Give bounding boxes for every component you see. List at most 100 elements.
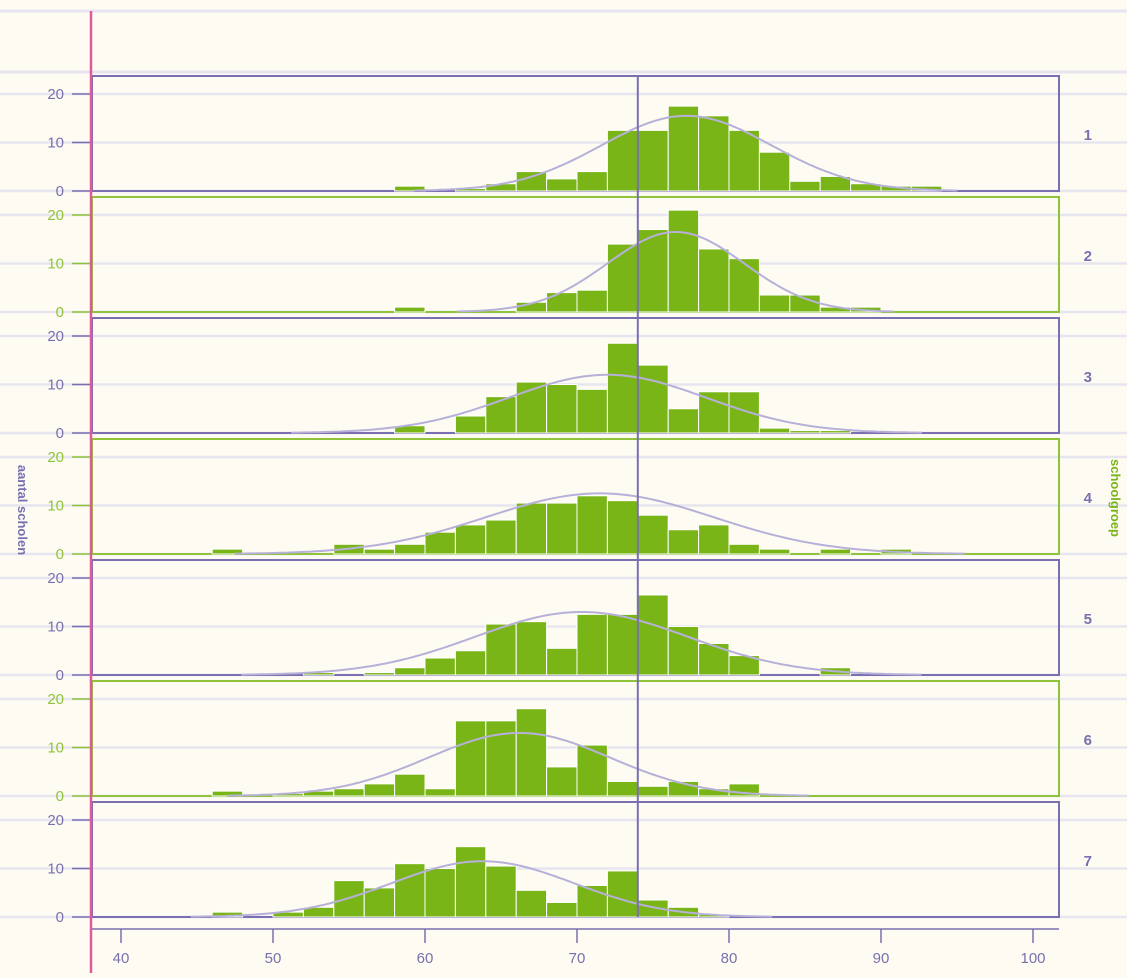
y-tick-label: 10: [47, 740, 64, 757]
y-tick-label: 20: [47, 328, 64, 345]
y-tick-label: 10: [47, 498, 64, 515]
bar: [698, 391, 730, 434]
bar: [758, 294, 791, 313]
bar: [576, 744, 608, 797]
y-tick-label: 0: [56, 425, 64, 442]
bar: [546, 292, 578, 313]
bar: [485, 720, 517, 797]
bar: [363, 548, 396, 555]
facet-title-4: 4: [1084, 490, 1093, 507]
facet-label: schoolgroep: [1108, 459, 1123, 537]
bar: [424, 531, 456, 555]
bar: [546, 384, 578, 434]
y-tick-label: 0: [56, 304, 64, 321]
bar: [758, 151, 791, 192]
y-tick-label: 20: [47, 812, 64, 829]
y-tick-label: 10: [47, 256, 64, 273]
y-tick-label: 0: [56, 183, 64, 200]
x-tick-label: 50: [265, 950, 282, 967]
bar: [698, 115, 730, 192]
density-curve-6: [227, 732, 809, 797]
bar: [667, 105, 700, 192]
density-curve-5: [241, 611, 922, 676]
y-axis-label: aantal scholen: [15, 465, 30, 555]
bar: [637, 785, 669, 797]
bar: [546, 901, 578, 918]
bar: [394, 863, 426, 918]
bar: [576, 495, 608, 555]
bar: [637, 514, 669, 555]
bar: [576, 613, 608, 676]
bar: [515, 621, 548, 676]
x-tick-label: 100: [1020, 950, 1045, 967]
bar: [424, 657, 456, 676]
bar: [606, 342, 639, 434]
bar: [758, 427, 791, 434]
bar: [698, 248, 730, 313]
bar: [515, 171, 548, 192]
bar: [454, 846, 487, 918]
bar: [515, 889, 548, 918]
bar: [424, 788, 456, 797]
panel-4: 0 10 20 4: [47, 438, 1093, 563]
panels: 0102010102020102030102040102050102060102…: [47, 75, 1093, 926]
y-tick-label: 20: [47, 207, 64, 224]
y-tick-label: 10: [47, 377, 64, 394]
bar: [728, 129, 760, 192]
bar: [637, 594, 669, 676]
panel-1: 0 10 20 1: [47, 75, 1092, 200]
bar: [515, 708, 548, 797]
y-tick-label: 10: [47, 861, 64, 878]
bar: [637, 229, 669, 313]
y-tick-label: 10: [47, 135, 64, 152]
bar: [698, 524, 730, 555]
y-tick-label: 0: [56, 909, 64, 926]
density-curve-4: [235, 492, 965, 555]
bar: [363, 783, 396, 797]
x-tick-label: 70: [569, 950, 586, 967]
bar: [546, 766, 578, 797]
bar: [454, 720, 487, 797]
bar: [485, 519, 517, 555]
bar: [728, 543, 760, 555]
y-tick-label: 10: [47, 619, 64, 636]
density-curve-3: [291, 373, 922, 434]
bar: [637, 129, 669, 192]
bar: [454, 524, 487, 555]
bar: [394, 543, 426, 555]
bar: [454, 415, 487, 434]
facet-title-6: 6: [1084, 732, 1092, 749]
bar: [394, 306, 426, 313]
y-tick-label: 20: [47, 570, 64, 587]
facet-title-5: 5: [1084, 611, 1092, 628]
y-tick-label: 20: [47, 691, 64, 708]
bar: [606, 500, 639, 555]
bar: [698, 642, 730, 676]
bar: [667, 529, 700, 555]
bar: [789, 430, 821, 434]
x-tick-label: 80: [721, 950, 738, 967]
density-curve-2: [456, 231, 894, 313]
y-tick-label: 0: [56, 788, 64, 805]
bar: [606, 870, 639, 918]
bar: [606, 780, 639, 797]
bar: [819, 430, 852, 434]
facet-title-2: 2: [1084, 248, 1092, 265]
density-curve-7: [190, 860, 773, 918]
bar: [394, 773, 426, 797]
facet-title-1: 1: [1084, 127, 1092, 144]
bar: [485, 865, 517, 918]
y-tick-label: 0: [56, 667, 64, 684]
bar: [576, 289, 608, 313]
x-tick-label: 40: [113, 950, 130, 967]
x-tick-label: 60: [417, 950, 434, 967]
bar: [667, 209, 700, 313]
bar: [333, 788, 365, 797]
y-tick-label: 20: [47, 449, 64, 466]
bar: [363, 672, 396, 676]
panel-5: 0 10 20 5: [47, 559, 1092, 684]
bar: [211, 548, 244, 555]
y-tick-label: 20: [47, 86, 64, 103]
